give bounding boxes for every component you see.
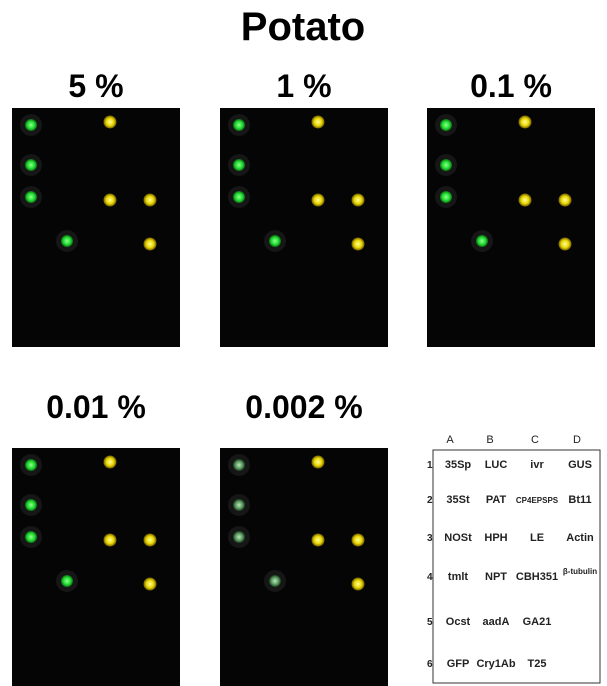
legend-column: A bbox=[446, 434, 454, 446]
green-spot bbox=[233, 499, 245, 511]
yellow-spot bbox=[144, 578, 157, 591]
green-spot bbox=[25, 531, 37, 543]
yellow-spot bbox=[352, 238, 365, 251]
green-spot bbox=[440, 159, 452, 171]
legend-row-number: 1 bbox=[427, 460, 433, 471]
yellow-spot bbox=[519, 194, 532, 207]
legend-cell: ivr bbox=[530, 459, 544, 471]
legend-cell: NOSt bbox=[444, 532, 472, 544]
legend-cell: CBH351 bbox=[516, 571, 558, 583]
green-spot bbox=[440, 119, 452, 131]
yellow-spot bbox=[104, 456, 117, 469]
yellow-spot bbox=[312, 116, 325, 129]
green-spot bbox=[269, 575, 281, 587]
panel-label: 0.002 % bbox=[245, 389, 362, 425]
legend-column: C bbox=[531, 434, 539, 446]
yellow-spot bbox=[144, 534, 157, 547]
legend-cell: GFP bbox=[447, 658, 470, 670]
green-spot bbox=[25, 159, 37, 171]
green-spot bbox=[233, 119, 245, 131]
legend-cell: CP4EPSPS bbox=[516, 496, 559, 505]
yellow-spot bbox=[519, 116, 532, 129]
legend-column: B bbox=[486, 434, 493, 446]
green-spot bbox=[233, 531, 245, 543]
yellow-spot bbox=[312, 534, 325, 547]
array-panel bbox=[12, 108, 180, 347]
legend-cell: 35St bbox=[446, 494, 470, 506]
green-spot bbox=[233, 191, 245, 203]
green-spot bbox=[233, 459, 245, 471]
yellow-spot bbox=[352, 534, 365, 547]
yellow-spot bbox=[352, 194, 365, 207]
array-panel bbox=[427, 108, 595, 347]
yellow-spot bbox=[104, 116, 117, 129]
green-spot bbox=[25, 459, 37, 471]
green-spot bbox=[61, 235, 73, 247]
yellow-spot bbox=[104, 534, 117, 547]
array-panel bbox=[220, 108, 388, 347]
yellow-spot bbox=[559, 194, 572, 207]
panel-label: 0.1 % bbox=[470, 68, 552, 104]
legend-cell: tmlt bbox=[448, 571, 469, 583]
figure-title: Potato bbox=[241, 5, 365, 49]
legend-cell: Actin bbox=[566, 532, 594, 544]
legend-cell: GUS bbox=[568, 459, 592, 471]
array-panel bbox=[220, 448, 388, 686]
panel-label: 0.01 % bbox=[46, 389, 146, 425]
legend-column: D bbox=[573, 434, 581, 446]
yellow-spot bbox=[312, 194, 325, 207]
green-spot bbox=[25, 119, 37, 131]
legend-row-number: 4 bbox=[427, 572, 433, 583]
legend-cell: LUC bbox=[485, 459, 508, 471]
green-spot bbox=[233, 159, 245, 171]
green-spot bbox=[25, 499, 37, 511]
legend-cell: Ocst bbox=[446, 616, 471, 628]
array-panel bbox=[12, 448, 180, 686]
yellow-spot bbox=[312, 456, 325, 469]
legend-cell: Bt11 bbox=[568, 494, 591, 506]
legend-cell: LE bbox=[530, 532, 544, 544]
legend-row-number: 6 bbox=[427, 659, 433, 670]
legend-cell: NPT bbox=[485, 571, 507, 583]
green-spot bbox=[440, 191, 452, 203]
legend-row-number: 3 bbox=[427, 533, 433, 544]
green-spot bbox=[25, 191, 37, 203]
green-spot bbox=[476, 235, 488, 247]
legend-cell: aadA bbox=[483, 616, 510, 628]
legend-row-number: 5 bbox=[427, 617, 433, 628]
legend-cell: PAT bbox=[486, 494, 507, 506]
legend-row-number: 2 bbox=[427, 495, 433, 506]
yellow-spot bbox=[144, 238, 157, 251]
yellow-spot bbox=[352, 578, 365, 591]
panel-label: 1 % bbox=[276, 68, 331, 104]
green-spot bbox=[269, 235, 281, 247]
green-spot bbox=[61, 575, 73, 587]
legend-cell: β-tubulin bbox=[563, 567, 597, 576]
page: {"title": "Potato", "panels": [ {"label"… bbox=[0, 0, 607, 686]
legend-cell: 35Sp bbox=[445, 459, 472, 471]
yellow-spot bbox=[144, 194, 157, 207]
legend-cell: GA21 bbox=[523, 616, 552, 628]
legend-cell: HPH bbox=[484, 532, 507, 544]
yellow-spot bbox=[559, 238, 572, 251]
panel-label: 5 % bbox=[68, 68, 123, 104]
yellow-spot bbox=[104, 194, 117, 207]
legend-cell: Cry1Ab bbox=[476, 658, 515, 670]
figure: Potato 5 % 1 % 0.1 % 0.01 % 0.002 % A B C D 1 35Sp… bbox=[0, 0, 607, 686]
legend-cell: T25 bbox=[528, 658, 547, 670]
